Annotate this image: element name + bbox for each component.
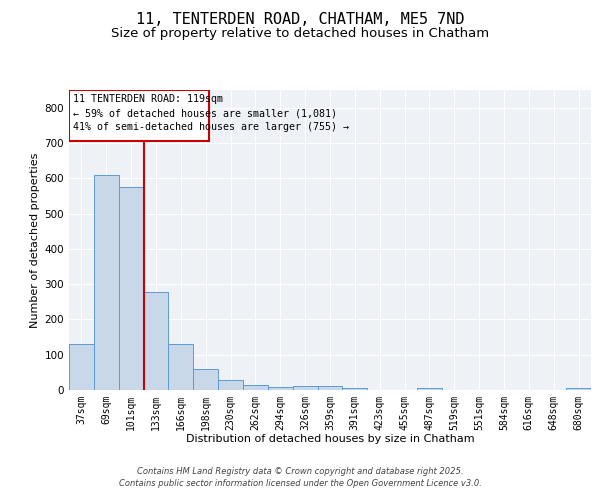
- Bar: [293, 386, 317, 390]
- Text: 11 TENTERDEN ROAD: 119sqm
← 59% of detached houses are smaller (1,081)
41% of se: 11 TENTERDEN ROAD: 119sqm ← 59% of detac…: [73, 94, 349, 132]
- Text: Contains public sector information licensed under the Open Government Licence v3: Contains public sector information licen…: [119, 478, 481, 488]
- Bar: [218, 380, 243, 390]
- Bar: [193, 369, 218, 390]
- Text: Contains HM Land Registry data © Crown copyright and database right 2025.: Contains HM Land Registry data © Crown c…: [137, 467, 463, 476]
- Bar: [417, 388, 442, 390]
- Bar: [268, 387, 293, 390]
- Text: Size of property relative to detached houses in Chatham: Size of property relative to detached ho…: [111, 28, 489, 40]
- Bar: [94, 174, 119, 390]
- Bar: [317, 386, 343, 390]
- X-axis label: Distribution of detached houses by size in Chatham: Distribution of detached houses by size …: [185, 434, 475, 444]
- Bar: [343, 388, 367, 390]
- Bar: [566, 388, 591, 390]
- Bar: [169, 344, 193, 390]
- Bar: [143, 292, 169, 390]
- Y-axis label: Number of detached properties: Number of detached properties: [31, 152, 40, 328]
- Bar: [243, 384, 268, 390]
- Bar: [119, 187, 143, 390]
- Bar: [69, 344, 94, 390]
- Text: 11, TENTERDEN ROAD, CHATHAM, ME5 7ND: 11, TENTERDEN ROAD, CHATHAM, ME5 7ND: [136, 12, 464, 28]
- Bar: [70, 90, 209, 141]
